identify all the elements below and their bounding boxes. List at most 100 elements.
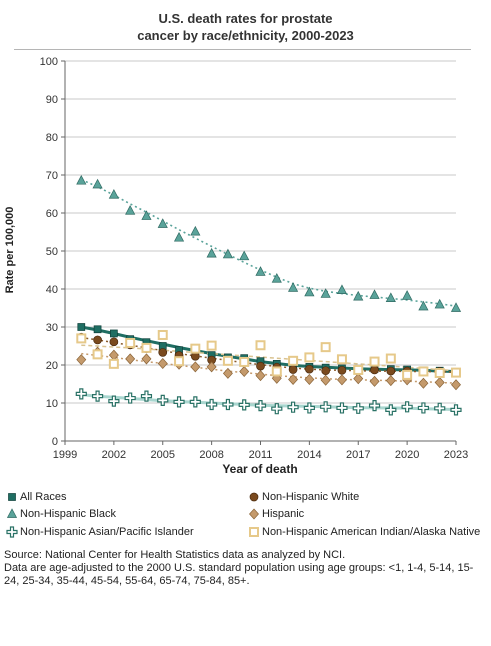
data-points — [76, 176, 461, 415]
data-point — [386, 376, 395, 386]
data-point — [371, 366, 379, 374]
data-point — [190, 397, 200, 407]
x-tick-label: 2002 — [102, 449, 126, 461]
data-point — [403, 291, 412, 300]
data-point — [125, 393, 135, 403]
data-point — [256, 401, 266, 411]
data-point — [207, 400, 217, 410]
x-tick-label: 2005 — [151, 449, 175, 461]
data-point — [257, 341, 265, 349]
data-point — [353, 403, 363, 413]
data-point — [224, 357, 232, 365]
data-point — [387, 355, 395, 363]
legend-label: All Races — [20, 490, 66, 504]
data-point — [386, 293, 395, 302]
y-tick-label: 90 — [46, 94, 58, 106]
data-point — [159, 331, 167, 339]
data-point — [419, 367, 427, 375]
data-point — [77, 334, 85, 342]
data-point — [239, 400, 249, 410]
data-point — [257, 362, 265, 370]
data-point — [94, 336, 102, 344]
data-point — [223, 368, 232, 378]
x-tick-label: 2023 — [444, 449, 468, 461]
data-point — [240, 366, 249, 376]
data-point — [452, 303, 461, 312]
legend-marker — [248, 526, 260, 538]
data-point — [305, 353, 313, 361]
data-point — [77, 355, 86, 365]
data-point — [110, 330, 117, 337]
trend-line — [81, 180, 456, 307]
legend-symbol — [9, 494, 16, 501]
data-point — [435, 377, 444, 387]
data-point — [191, 362, 200, 372]
data-point — [403, 371, 411, 379]
legend-marker — [6, 491, 18, 503]
data-point — [370, 290, 379, 299]
x-axis-label: Year of death — [222, 462, 297, 476]
y-tick-label: 60 — [46, 208, 58, 220]
source-line: Source: National Center for Health Stati… — [4, 549, 488, 562]
data-point — [142, 354, 151, 364]
legend-marker — [6, 526, 18, 538]
trend-line — [81, 395, 456, 410]
y-axis-label: Rate per 100,000 — [4, 207, 16, 294]
data-point — [207, 249, 216, 258]
data-point — [321, 375, 330, 385]
data-point — [142, 211, 151, 220]
data-point — [452, 369, 460, 377]
legend-marker — [248, 508, 260, 520]
data-point — [126, 354, 135, 364]
source-note: Source: National Center for Health Stati… — [4, 549, 488, 588]
data-point — [175, 233, 184, 242]
x-tick-label: 2011 — [249, 449, 273, 461]
y-tick-label: 100 — [40, 56, 58, 68]
data-point — [419, 378, 428, 388]
x-tick-label: 1999 — [53, 449, 77, 461]
legend-marker — [6, 508, 18, 520]
legend-label: Non-Hispanic White — [262, 490, 359, 504]
data-point — [158, 395, 168, 405]
data-point — [191, 227, 200, 236]
data-point — [256, 267, 265, 276]
legend-symbol — [250, 528, 258, 536]
data-point — [288, 402, 298, 412]
data-point — [322, 343, 330, 351]
legend-symbol — [250, 509, 259, 519]
x-tick-label: 2017 — [346, 449, 370, 461]
data-point — [208, 342, 216, 350]
chart-canvas: 01020304050607080901001999 2002 2005 2008 20… — [0, 0, 491, 480]
data-point — [78, 324, 85, 331]
data-point — [109, 190, 118, 199]
legend-symbol — [250, 493, 258, 501]
data-point — [76, 389, 86, 399]
data-point — [387, 367, 395, 375]
y-tick-label: 70 — [46, 170, 58, 182]
data-point — [354, 374, 363, 384]
data-point — [126, 206, 135, 215]
age-adjustment-note: Data are age-adjusted to the 2000 U.S. s… — [4, 562, 488, 588]
legend-symbol — [8, 509, 17, 518]
data-point — [109, 350, 118, 360]
data-point — [175, 357, 183, 365]
data-point — [289, 374, 298, 384]
gridlines — [65, 61, 456, 403]
data-point — [371, 358, 379, 366]
data-point — [304, 403, 314, 413]
y-tick-label: 30 — [46, 322, 58, 334]
data-point — [305, 374, 314, 384]
data-point — [207, 362, 216, 372]
legend-marker — [248, 491, 260, 503]
data-point — [240, 251, 249, 260]
data-point — [77, 176, 86, 185]
data-point — [305, 365, 313, 373]
y-tick-label: 0 — [52, 436, 58, 448]
data-point — [337, 375, 346, 385]
data-point — [418, 403, 428, 413]
x-tick-label: 2008 — [199, 449, 223, 461]
data-point — [94, 326, 101, 333]
x-tick-label: 2014 — [297, 449, 321, 461]
data-point — [289, 283, 298, 292]
data-point — [273, 367, 281, 375]
